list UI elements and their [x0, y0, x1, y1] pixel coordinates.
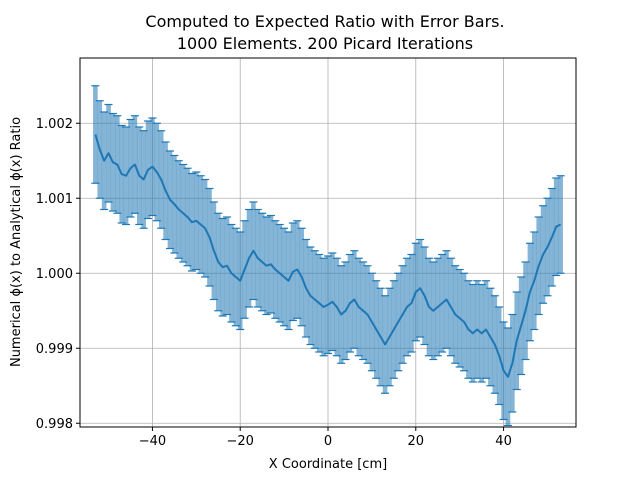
- x-tick-label: −40: [139, 434, 166, 449]
- axis-ticks: −40 −20 0 20 40 0.998 0.999 1.000 1.001 1.002: [36, 117, 512, 449]
- y-tick-label: 0.998: [36, 417, 73, 432]
- y-tick-label: 1.002: [36, 117, 73, 132]
- y-axis-label: Numerical ϕ(x) to Analytical ϕ(x) Ratio: [9, 117, 24, 367]
- y-tick-label: 0.999: [36, 342, 73, 357]
- x-tick-label: −20: [226, 434, 253, 449]
- x-tick-label: 0: [324, 434, 332, 449]
- y-tick-label: 1.001: [36, 192, 73, 207]
- y-tick-label: 1.000: [36, 267, 73, 282]
- ratio-series: [94, 134, 562, 378]
- ratio-line: [94, 134, 562, 378]
- x-axis-label: X Coordinate [cm]: [269, 457, 387, 472]
- chart-title-line-1: Computed to Expected Ratio with Error Ba…: [145, 12, 504, 31]
- chart-title-line-2: 1000 Elements. 200 Picard Iterations: [177, 34, 473, 53]
- x-tick-label: 20: [408, 434, 425, 449]
- x-tick-label: 40: [495, 434, 512, 449]
